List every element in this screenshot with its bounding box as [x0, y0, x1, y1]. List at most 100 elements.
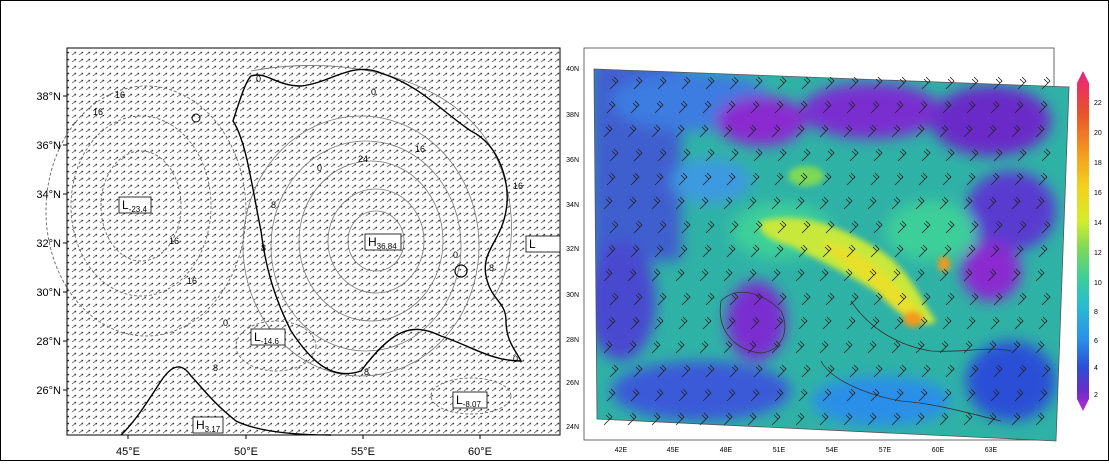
wind-barb [966, 388, 976, 402]
wind-barb [1017, 148, 1027, 162]
lat-label: 28°N [36, 336, 61, 348]
wind-barb [987, 412, 997, 426]
wind-barb [942, 100, 952, 114]
wind-barb [678, 388, 688, 402]
lat-label: 26N [566, 380, 579, 387]
wind-barb [1041, 292, 1051, 306]
wind-barb [609, 148, 619, 162]
wind-barb [1011, 124, 1021, 138]
wind-barbs [603, 76, 1051, 426]
colorbar-tick-label: 2 [1094, 392, 1098, 399]
wind-barb [867, 340, 877, 354]
wind-barb [606, 244, 616, 258]
lon-label: 45E [667, 447, 680, 454]
wind-barb [1017, 76, 1027, 90]
wind-barb [987, 124, 997, 138]
wind-barb [849, 220, 859, 234]
wind-barb [630, 388, 640, 402]
wind-barb [705, 148, 715, 162]
wind-barb [849, 292, 859, 306]
contour-label: 0 [256, 74, 261, 84]
wind-barb [702, 244, 712, 258]
wind-barb [918, 172, 928, 186]
wind-barb [825, 292, 835, 306]
colorbar-bar [1077, 71, 1089, 411]
wind-barb [969, 292, 979, 306]
wind-barb [921, 364, 931, 378]
low-letter-3: L [456, 393, 463, 407]
wind-barb [654, 316, 664, 330]
wind-barb [702, 172, 712, 186]
wind-barb [750, 388, 760, 402]
contour-label: 16 [169, 236, 179, 246]
wind-barb [1011, 412, 1021, 426]
contour-label: 0 [317, 163, 322, 173]
wind-barb [723, 412, 733, 426]
colorbar-tick-label: 16 [1094, 190, 1102, 197]
wind-barb [750, 244, 760, 258]
contour-label: 24 [358, 154, 368, 164]
wind-barb [891, 340, 901, 354]
wind-barb [942, 172, 952, 186]
wind-barb [939, 124, 949, 138]
contour-label: 16 [93, 107, 103, 117]
wind-barb [654, 388, 664, 402]
contour-label: 16 [513, 181, 523, 191]
contour-label: 8 [213, 363, 218, 373]
wind-barb [705, 364, 715, 378]
wind-barb [657, 76, 667, 90]
wind-barb [729, 76, 739, 90]
wind-barb [843, 412, 853, 426]
wind-barb [747, 412, 757, 426]
wind-barb [798, 316, 808, 330]
lon-label: 42E [615, 447, 628, 454]
wind-barb [897, 220, 907, 234]
wind-barb [771, 412, 781, 426]
wind-barb [1041, 364, 1051, 378]
wind-barb [1038, 244, 1048, 258]
coast-contour [120, 366, 332, 436]
wind-barb [1041, 220, 1051, 234]
wind-barb [822, 316, 832, 330]
wind-barb [675, 124, 685, 138]
colorbar-ticks: 22 20 18 16 14 12 10 8 6 4 2 [1094, 100, 1102, 399]
low-letter-1: L [122, 198, 129, 212]
wind-barb [966, 316, 976, 330]
wind-barb [651, 196, 661, 210]
wind-barb [849, 76, 859, 90]
wind-barb [633, 220, 643, 234]
wind-barb [726, 172, 736, 186]
wind-barb [702, 100, 712, 114]
wind-barb [771, 268, 781, 282]
colorbar-tick-label: 8 [1094, 309, 1098, 316]
lat-label: 34°N [36, 189, 61, 201]
wind-barb [633, 76, 643, 90]
wind-barb [1017, 292, 1027, 306]
wind-barb [993, 76, 1003, 90]
wind-barb [843, 196, 853, 210]
wind-barb [705, 76, 715, 90]
wind-barb [681, 220, 691, 234]
wind-barb [777, 220, 787, 234]
wind-barb [915, 340, 925, 354]
wind-barb [825, 220, 835, 234]
contour-label: 0 [371, 87, 376, 97]
lat-label: 32N [566, 246, 579, 253]
wind-barb [633, 292, 643, 306]
wind-barb [723, 124, 733, 138]
solid-fine-contours [242, 65, 512, 377]
wind-barb [681, 364, 691, 378]
wind-barb [894, 100, 904, 114]
wind-barb [993, 292, 1003, 306]
wind-barb [963, 268, 973, 282]
wind-barb [678, 316, 688, 330]
wind-barb [651, 412, 661, 426]
wind-barb [1014, 388, 1024, 402]
wind-barb [627, 196, 637, 210]
wind-barb [699, 412, 709, 426]
wind-barb [870, 100, 880, 114]
lon-label: 50°E [234, 446, 258, 458]
wind-barb [777, 364, 787, 378]
